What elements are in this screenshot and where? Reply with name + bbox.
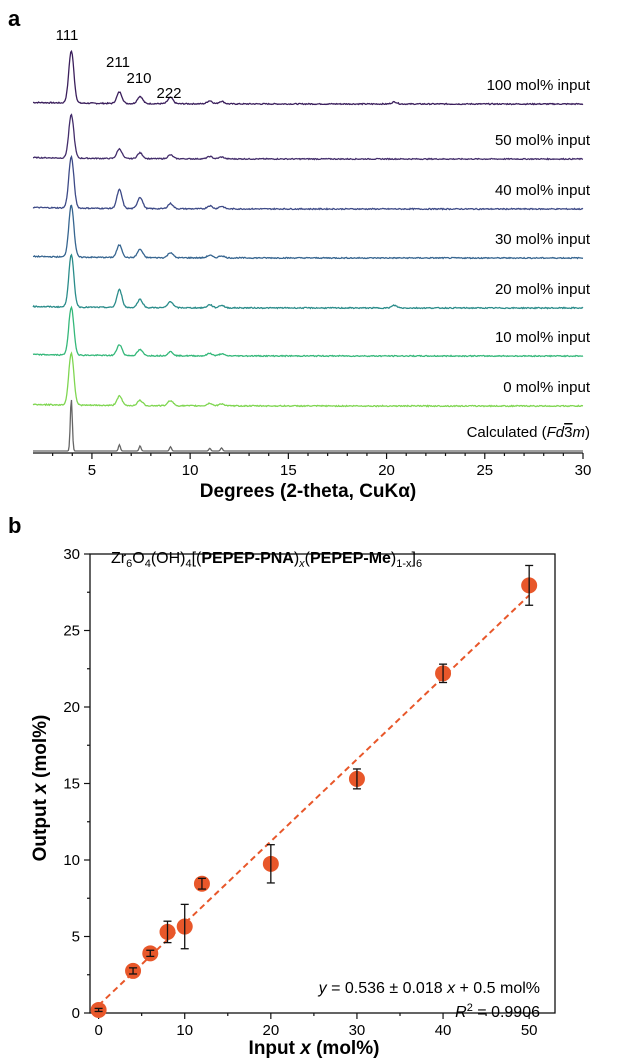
scatter-x-tick-label: 10	[176, 1022, 193, 1039]
xrd-trace-7	[33, 399, 583, 452]
scatter-x-tick-label: 50	[521, 1022, 538, 1039]
xrd-x-ticks: 5 10 15 20 25 30	[52, 453, 592, 479]
scatter-panel: 0 10 20 30 40 50 0 5 10 15 20 25 30 Zr6O4(OH)4[(PEPE…	[30, 546, 556, 1059]
scatter-y-axis-title: Output x (mol%)	[30, 715, 51, 862]
panel-letter-a: a	[8, 6, 21, 31]
xrd-tick-label: 15	[280, 462, 297, 479]
xrd-trace-label-2: 40 mol% input	[495, 182, 591, 199]
xrd-tick-label: 10	[182, 462, 199, 479]
xrd-x-axis-title: Degrees (2-theta, CuKα)	[200, 481, 417, 502]
xrd-trace-4	[32, 253, 584, 310]
xrd-tick-label: 20	[378, 462, 395, 479]
scatter-y-tick-label: 10	[63, 852, 80, 869]
xrd-trace-label-1: 50 mol% input	[495, 132, 591, 149]
xrd-trace-label-4: 20 mol% input	[495, 281, 591, 298]
xrd-traces	[32, 49, 584, 452]
xrd-trace-1	[32, 113, 584, 161]
scatter-x-tick-label: 30	[349, 1022, 366, 1039]
xrd-trace-label-3: 30 mol% input	[495, 231, 591, 248]
xrd-tick-label: 30	[575, 462, 592, 479]
xrd-trace-5	[32, 305, 584, 358]
xrd-trace-label-5: 10 mol% input	[495, 329, 591, 346]
scatter-points	[90, 564, 538, 1018]
xrd-trace-2	[32, 154, 584, 211]
peak-label-210: 210	[126, 70, 151, 87]
fit-line	[97, 594, 530, 1007]
xrd-trace-label-6: 0 mol% input	[503, 379, 591, 396]
scatter-ticks: 0 10 20 30 40 50 0 5 10 15 20 25 30	[63, 546, 537, 1039]
peak-label-211: 211	[106, 54, 130, 71]
scatter-x-axis-title: Input x (mol%)	[249, 1038, 380, 1059]
xrd-trace-0	[32, 49, 584, 106]
scatter-x-tick-label: 40	[435, 1022, 452, 1039]
xrd-tick-label: 25	[476, 462, 493, 479]
scatter-x-tick-label: 0	[94, 1022, 102, 1039]
scatter-y-tick-label: 5	[72, 929, 80, 946]
fit-equation: y = 0.536 ± 0.018 x + 0.5 mol%	[318, 980, 540, 997]
scatter-y-tick-label: 0	[72, 1005, 80, 1022]
scatter-y-tick-label: 15	[63, 776, 80, 793]
xrd-trace-6	[32, 351, 584, 408]
scatter-frame	[89, 553, 556, 1014]
xrd-trace-label-7: Calculated (Fd3m)	[467, 424, 590, 441]
scatter-y-tick-label: 30	[63, 546, 80, 563]
formula-annotation: Zr6O4(OH)4[(PEPEP-PNA)x(PEPEP-Me)1-x]6	[111, 550, 422, 570]
peak-label-111: 111	[56, 27, 79, 44]
scatter-x-tick-label: 20	[262, 1022, 279, 1039]
scatter-y-tick-label: 20	[63, 699, 80, 716]
scatter-y-tick-label: 25	[63, 623, 80, 640]
xrd-tick-label: 5	[88, 462, 96, 479]
xrd-trace-label-0: 100 mol% input	[487, 77, 591, 94]
panel-letter-b: b	[8, 513, 21, 538]
peak-label-222: 222	[156, 85, 181, 102]
r-squared: R2 = 0.9906	[455, 1002, 540, 1021]
xrd-trace-labels: 100 mol% input 50 mol% input 40 mol% input…	[467, 77, 591, 441]
xrd-trace-3	[32, 204, 584, 260]
